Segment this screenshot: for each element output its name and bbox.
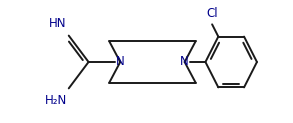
Text: N: N [116, 55, 125, 69]
Text: N: N [180, 55, 189, 69]
Text: H₂N: H₂N [45, 94, 67, 107]
Text: HN: HN [49, 17, 67, 30]
Text: Cl: Cl [206, 8, 218, 20]
